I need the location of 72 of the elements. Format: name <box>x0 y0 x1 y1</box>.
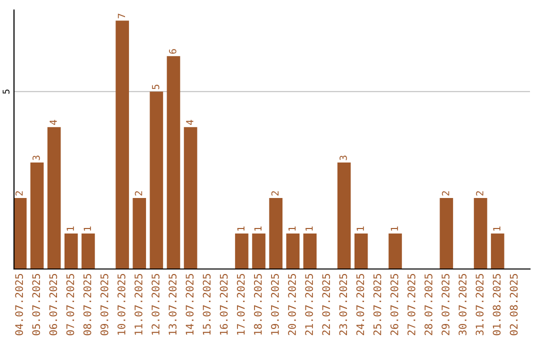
data-label: 1 <box>66 226 74 231</box>
bar <box>64 234 78 269</box>
data-label: 7 <box>118 14 126 18</box>
bar <box>440 198 454 269</box>
data-label: 5 <box>152 84 160 90</box>
data-label: 2 <box>271 191 279 196</box>
x-tick-label: 31.07.2025 <box>476 274 484 336</box>
x-tick-label: 01.08.2025 <box>492 274 501 336</box>
x-tick-label: 15.07.2025 <box>202 274 211 335</box>
data-label: 1 <box>288 226 296 231</box>
x-tick-label: 12.07.2025 <box>152 274 160 335</box>
data-label: 1 <box>493 226 500 231</box>
x-tick-label: 10.07.2025 <box>117 274 126 335</box>
x-tick-label: 18.07.2025 <box>254 274 262 335</box>
data-label: 4 <box>186 120 194 125</box>
bar <box>388 234 402 269</box>
bar <box>474 198 488 269</box>
x-tick-label: 13.07.2025 <box>168 274 177 335</box>
x-tick-label: 28.07.2025 <box>424 274 432 336</box>
x-tick-label: 21.07.2025 <box>305 274 314 336</box>
bar <box>47 127 61 269</box>
bar <box>14 198 27 269</box>
data-label: 2 <box>476 191 484 196</box>
data-label: 2 <box>442 191 450 196</box>
bar <box>354 234 368 269</box>
bar <box>337 162 351 269</box>
x-tick-label: 27.07.2025 <box>407 274 416 336</box>
x-tick-label: 25.07.2025 <box>373 274 382 336</box>
data-label: 1 <box>356 226 364 231</box>
x-tick-label: 26.07.2025 <box>390 274 398 336</box>
data-label: 1 <box>306 226 313 231</box>
data-label: 1 <box>84 226 91 231</box>
data-label: 4 <box>50 120 57 125</box>
x-tick-label: 20.07.2025 <box>288 274 296 336</box>
bar <box>184 127 198 269</box>
bar <box>286 234 300 269</box>
x-tick-label: 24.07.2025 <box>356 274 364 336</box>
x-tick-label: 23.07.2025 <box>339 274 348 336</box>
bar <box>166 56 180 269</box>
x-tick-label: 04.07.2025 <box>15 274 24 336</box>
x-tick-label: 30.07.2025 <box>458 274 467 336</box>
bar <box>132 198 146 269</box>
data-label: 2 <box>134 191 142 196</box>
bar <box>252 234 266 269</box>
data-label: 1 <box>254 226 262 231</box>
x-tick-label: 02.08.2025 <box>510 274 518 336</box>
data-label: 1 <box>237 226 244 231</box>
bar <box>490 234 504 269</box>
data-label: 1 <box>390 226 398 231</box>
bar <box>150 92 164 269</box>
data-label: 6 <box>168 49 176 54</box>
x-tick-label: 09.07.2025 <box>100 274 108 336</box>
x-tick-label: 05.07.2025 <box>32 274 40 336</box>
data-label: 3 <box>340 156 347 160</box>
x-tick-label: 29.07.2025 <box>442 274 450 336</box>
data-label: 2 <box>15 191 23 196</box>
x-tick-label: 19.07.2025 <box>271 274 279 335</box>
x-tick-label: 06.07.2025 <box>49 274 58 336</box>
bar <box>116 20 129 269</box>
x-tick-label: 22.07.2025 <box>322 274 330 336</box>
bar <box>303 234 317 269</box>
bar <box>82 234 95 269</box>
x-tick-label: 16.07.2025 <box>220 274 228 335</box>
x-tick-label: 17.07.2025 <box>236 274 245 335</box>
x-tick-label: 08.07.2025 <box>83 274 92 336</box>
bar <box>235 234 248 269</box>
bar <box>30 162 44 269</box>
data-label: 3 <box>32 156 40 160</box>
x-tick-label: 07.07.2025 <box>66 274 74 336</box>
x-tick-label: 14.07.2025 <box>186 274 194 335</box>
x-tick-label: 11.07.2025 <box>134 274 142 335</box>
bar <box>269 198 282 269</box>
